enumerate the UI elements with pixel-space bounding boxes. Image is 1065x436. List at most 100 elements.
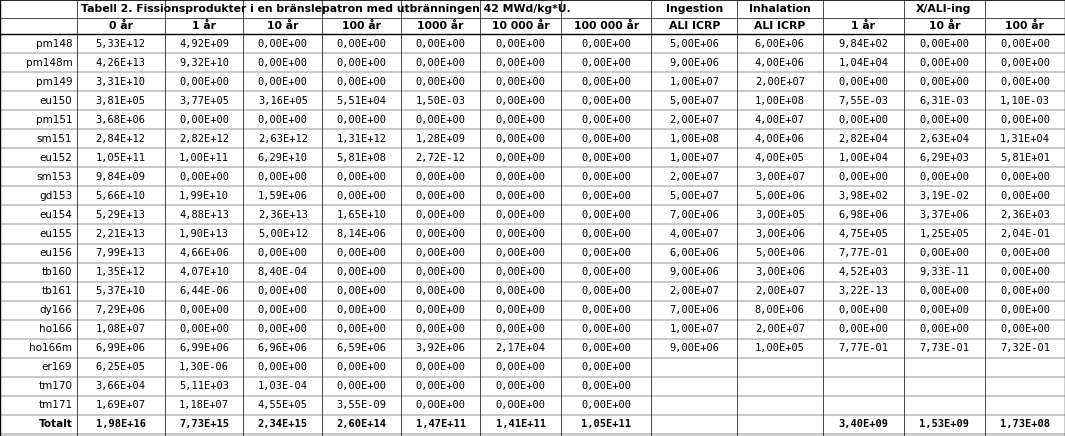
Text: 3,22E-13: 3,22E-13 — [838, 286, 888, 296]
Text: 0,00E+00: 0,00E+00 — [495, 77, 545, 87]
Text: pm149: pm149 — [36, 77, 72, 87]
Text: 3,31E+10: 3,31E+10 — [96, 77, 146, 87]
Text: 5,00E+06: 5,00E+06 — [755, 248, 805, 258]
Text: tm171: tm171 — [38, 400, 72, 410]
Text: 4,66E+06: 4,66E+06 — [179, 248, 229, 258]
Text: pm151: pm151 — [36, 115, 72, 125]
Text: 6,44E-06: 6,44E-06 — [179, 286, 229, 296]
Text: 7,73E+15: 7,73E+15 — [179, 419, 229, 429]
Text: 0,00E+00: 0,00E+00 — [1000, 324, 1050, 334]
Text: Tabell 2. Fissionsprodukter i en bränslepatron med utbränningen 42 MWd/kg*U.: Tabell 2. Fissionsprodukter i en bränsle… — [81, 4, 571, 14]
Text: 1,00E+07: 1,00E+07 — [669, 153, 719, 163]
Text: 5,00E+07: 5,00E+07 — [669, 191, 719, 201]
Text: 10 år: 10 år — [929, 21, 961, 31]
Text: 0,00E+00: 0,00E+00 — [1000, 305, 1050, 315]
Text: 2,82E+04: 2,82E+04 — [838, 134, 888, 144]
Text: 8,40E-04: 8,40E-04 — [258, 267, 308, 277]
Text: 1,18E+07: 1,18E+07 — [179, 400, 229, 410]
Text: 3,19E-02: 3,19E-02 — [919, 191, 969, 201]
Text: 1 år: 1 år — [851, 21, 875, 31]
Text: 3,77E+05: 3,77E+05 — [179, 95, 229, 106]
Text: 2,00E+07: 2,00E+07 — [755, 286, 805, 296]
Text: 0,00E+00: 0,00E+00 — [179, 305, 229, 315]
Text: 5,11E+03: 5,11E+03 — [179, 382, 229, 392]
Text: 1,00E+04: 1,00E+04 — [838, 153, 888, 163]
Text: 0,00E+00: 0,00E+00 — [495, 267, 545, 277]
Text: 3,40E+09: 3,40E+09 — [838, 419, 888, 429]
Text: 0,00E+00: 0,00E+00 — [258, 362, 308, 372]
Text: 0,00E+00: 0,00E+00 — [415, 286, 465, 296]
Text: 0,00E+00: 0,00E+00 — [581, 324, 632, 334]
Text: 0,00E+00: 0,00E+00 — [581, 229, 632, 239]
Text: 0,00E+00: 0,00E+00 — [495, 248, 545, 258]
Text: 1,03E-04: 1,03E-04 — [258, 382, 308, 392]
Text: 1,00E+05: 1,00E+05 — [755, 343, 805, 353]
Text: 0,00E+00: 0,00E+00 — [919, 286, 969, 296]
Text: 0 år: 0 år — [109, 21, 132, 31]
Text: 0,00E+00: 0,00E+00 — [581, 305, 632, 315]
Text: 1 år: 1 år — [192, 21, 216, 31]
Text: 2,63E+04: 2,63E+04 — [919, 134, 969, 144]
Text: 7,00E+06: 7,00E+06 — [669, 305, 719, 315]
Text: ALI ICRP: ALI ICRP — [754, 21, 805, 31]
Text: pm148: pm148 — [36, 38, 72, 48]
Text: 0,00E+00: 0,00E+00 — [258, 38, 308, 48]
Text: 3,66E+04: 3,66E+04 — [96, 382, 146, 392]
Text: X/ALI-ing: X/ALI-ing — [916, 4, 971, 14]
Text: 0,00E+00: 0,00E+00 — [337, 382, 387, 392]
Text: eu156: eu156 — [39, 248, 72, 258]
Text: 1,50E-03: 1,50E-03 — [415, 95, 465, 106]
Text: 3,00E+07: 3,00E+07 — [755, 172, 805, 182]
Text: 2,63E+12: 2,63E+12 — [258, 134, 308, 144]
Text: 0,00E+00: 0,00E+00 — [919, 324, 969, 334]
Text: 6,29E+03: 6,29E+03 — [919, 153, 969, 163]
Text: 6,99E+06: 6,99E+06 — [96, 343, 146, 353]
Text: 0,00E+00: 0,00E+00 — [337, 115, 387, 125]
Text: 5,00E+12: 5,00E+12 — [258, 229, 308, 239]
Text: 9,84E+09: 9,84E+09 — [96, 172, 146, 182]
Text: 0,00E+00: 0,00E+00 — [581, 210, 632, 220]
Text: 6,96E+06: 6,96E+06 — [258, 343, 308, 353]
Text: 1,65E+10: 1,65E+10 — [337, 210, 387, 220]
Text: 1,47E+11: 1,47E+11 — [415, 419, 465, 429]
Text: 0,00E+00: 0,00E+00 — [919, 77, 969, 87]
Text: 0,00E+00: 0,00E+00 — [415, 267, 465, 277]
Text: 0,00E+00: 0,00E+00 — [838, 115, 888, 125]
Text: 0,00E+00: 0,00E+00 — [337, 248, 387, 258]
Text: ho166m: ho166m — [30, 343, 72, 353]
Text: 0,00E+00: 0,00E+00 — [179, 77, 229, 87]
Text: 0,00E+00: 0,00E+00 — [581, 134, 632, 144]
Text: 0,00E+00: 0,00E+00 — [495, 400, 545, 410]
Text: 0,00E+00: 0,00E+00 — [258, 248, 308, 258]
Text: 0,00E+00: 0,00E+00 — [581, 362, 632, 372]
Text: 3,00E+05: 3,00E+05 — [755, 210, 805, 220]
Text: 5,37E+10: 5,37E+10 — [96, 286, 146, 296]
Text: 0,00E+00: 0,00E+00 — [581, 115, 632, 125]
Text: 0,00E+00: 0,00E+00 — [495, 324, 545, 334]
Text: 5,66E+10: 5,66E+10 — [96, 191, 146, 201]
Text: 5,51E+04: 5,51E+04 — [337, 95, 387, 106]
Text: 0,00E+00: 0,00E+00 — [495, 362, 545, 372]
Text: 0,00E+00: 0,00E+00 — [415, 38, 465, 48]
Text: 0,00E+00: 0,00E+00 — [919, 58, 969, 68]
Text: 0,00E+00: 0,00E+00 — [495, 95, 545, 106]
Text: 4,92E+09: 4,92E+09 — [179, 38, 229, 48]
Text: 0,00E+00: 0,00E+00 — [495, 229, 545, 239]
Text: 0,00E+00: 0,00E+00 — [1000, 77, 1050, 87]
Text: 0,00E+00: 0,00E+00 — [1000, 248, 1050, 258]
Text: 1,00E+07: 1,00E+07 — [669, 324, 719, 334]
Text: 0,00E+00: 0,00E+00 — [415, 229, 465, 239]
Text: 2,00E+07: 2,00E+07 — [669, 115, 719, 125]
Text: 8,00E+06: 8,00E+06 — [755, 305, 805, 315]
Text: 5,00E+06: 5,00E+06 — [669, 38, 719, 48]
Text: 7,32E-01: 7,32E-01 — [1000, 343, 1050, 353]
Text: 1,98E+16: 1,98E+16 — [96, 419, 146, 429]
Text: 1,10E-03: 1,10E-03 — [1000, 95, 1050, 106]
Text: sm153: sm153 — [37, 172, 72, 182]
Text: 9,00E+06: 9,00E+06 — [669, 267, 719, 277]
Text: 2,72E-12: 2,72E-12 — [415, 153, 465, 163]
Text: Ingestion: Ingestion — [666, 4, 723, 14]
Text: ALI ICRP: ALI ICRP — [669, 21, 720, 31]
Text: 6,31E-03: 6,31E-03 — [919, 95, 969, 106]
Text: 6,98E+06: 6,98E+06 — [838, 210, 888, 220]
